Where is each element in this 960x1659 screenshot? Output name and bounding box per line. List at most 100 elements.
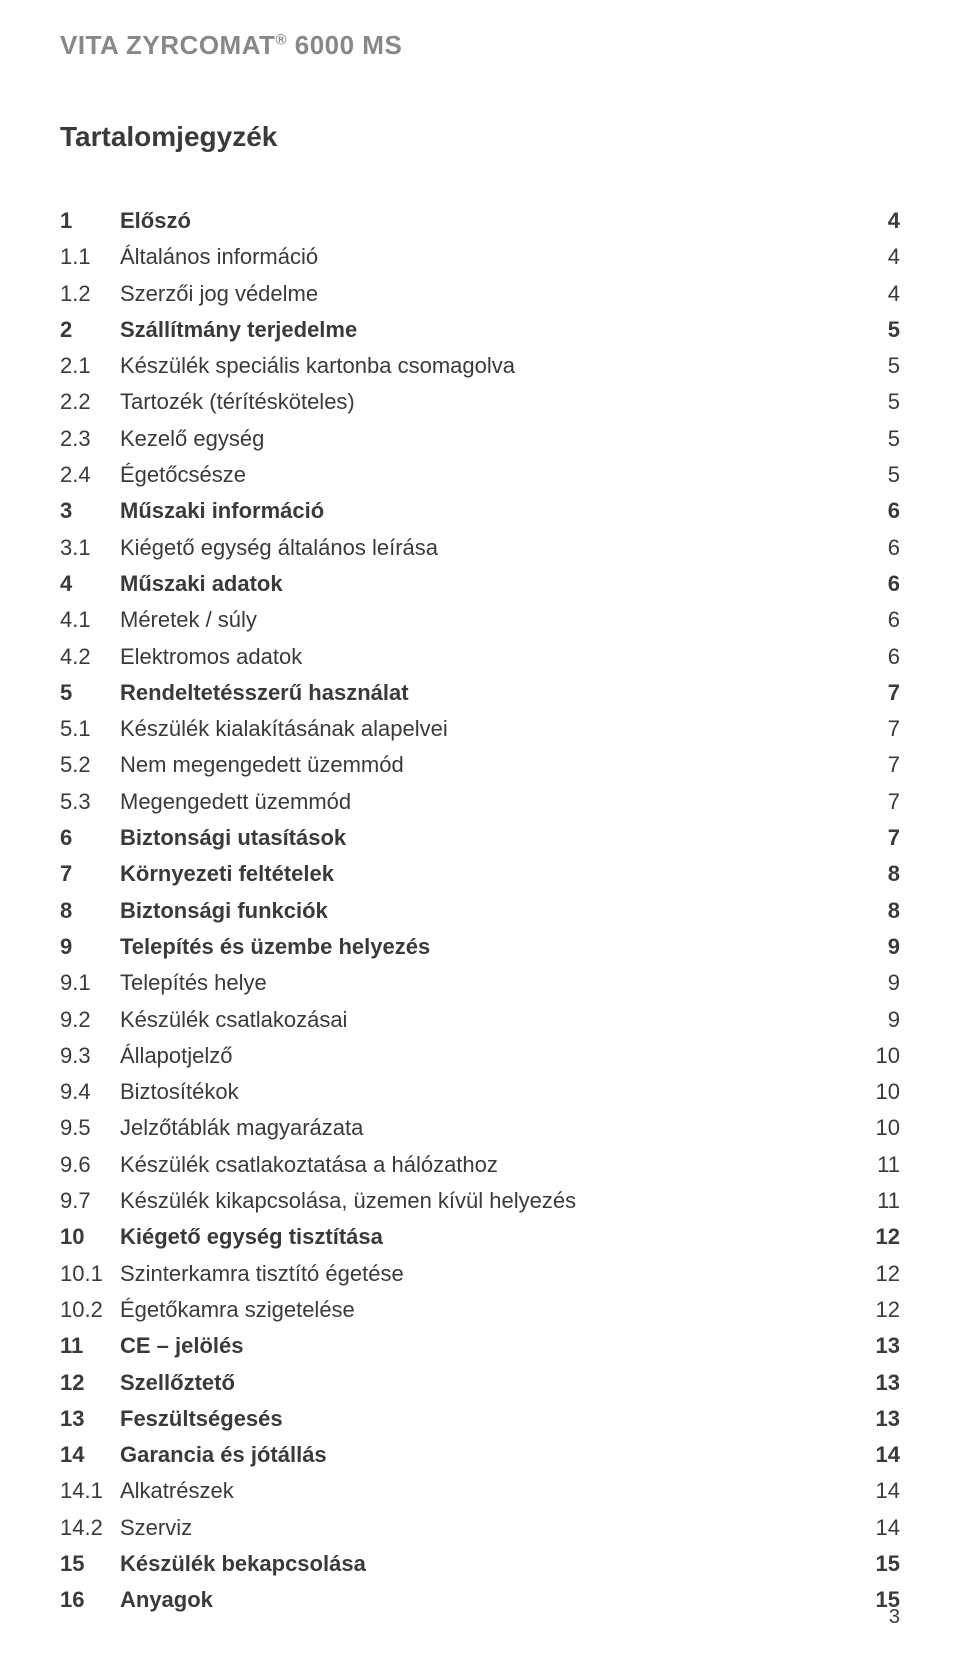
toc-entry-page: 7 (888, 820, 900, 856)
toc-entry-number: 14.2 (60, 1510, 120, 1546)
toc-entry: 3.1Kiégető egység általános leírása 6 (60, 530, 900, 566)
toc-entry: 4.2Elektromos adatok6 (60, 639, 900, 675)
toc-entry-page: 9 (888, 1002, 900, 1038)
toc-entry-number: 5.3 (60, 784, 120, 820)
toc-entry-label: Garancia és jótállás (120, 1437, 327, 1473)
toc-entry-number: 2.1 (60, 348, 120, 384)
toc-entry-label: Szállítmány terjedelme (120, 312, 357, 348)
toc-list: 1Előszó41.1Általános információ41.2Szerz… (60, 203, 900, 1619)
toc-entry-number: 4 (60, 566, 120, 602)
toc-entry-page: 9 (888, 965, 900, 1001)
toc-entry-page: 13 (876, 1401, 900, 1437)
toc-entry-number: 9.2 (60, 1002, 120, 1038)
toc-entry-number: 11 (60, 1328, 120, 1364)
toc-entry-page: 4 (888, 239, 900, 275)
toc-entry: 2.3Kezelő egység5 (60, 421, 900, 457)
toc-entry-label: Alkatrészek (120, 1473, 234, 1509)
toc-entry: 1.1Általános információ4 (60, 239, 900, 275)
toc-entry-number: 2.3 (60, 421, 120, 457)
toc-entry-label: Biztonsági utasítások (120, 820, 346, 856)
toc-entry: 9.3Állapotjelző10 (60, 1038, 900, 1074)
brand-reg: ® (275, 31, 287, 48)
toc-entry-page: 10 (876, 1074, 900, 1110)
toc-entry: 14.1Alkatrészek14 (60, 1473, 900, 1509)
toc-entry-page: 10 (876, 1038, 900, 1074)
toc-entry-page: 13 (876, 1365, 900, 1401)
toc-entry-number: 15 (60, 1546, 120, 1582)
toc-entry: 5Rendeltetésszerű használat7 (60, 675, 900, 711)
toc-entry-page: 5 (888, 312, 900, 348)
toc-entry-left: 5.1Készülék kialakításának alapelvei (60, 711, 448, 747)
toc-entry-page: 9 (888, 929, 900, 965)
toc-entry-label: Méretek / súly (120, 602, 257, 638)
toc-entry-left: 7Környezeti feltételek (60, 856, 334, 892)
toc-entry-left: 2.4Égetőcsésze (60, 457, 246, 493)
toc-entry: 7Környezeti feltételek 8 (60, 856, 900, 892)
toc-entry-page: 12 (876, 1292, 900, 1328)
toc-entry-page: 6 (888, 530, 900, 566)
toc-entry-label: Készülék csatlakoztatása a hálózathoz (120, 1147, 498, 1183)
toc-entry: 2.1Készülék speciális kartonba csomagolv… (60, 348, 900, 384)
toc-entry-left: 15Készülék bekapcsolása (60, 1546, 366, 1582)
toc-entry-label: Kezelő egység (120, 421, 264, 457)
toc-entry-label: Tartozék (térítésköteles) (120, 384, 355, 420)
toc-entry-page: 8 (888, 856, 900, 892)
toc-entry: 5.1Készülék kialakításának alapelvei7 (60, 711, 900, 747)
toc-entry: 1.2Szerzői jog védelme4 (60, 276, 900, 312)
toc-entry-number: 9.7 (60, 1183, 120, 1219)
toc-entry-left: 11CE – jelölés (60, 1328, 244, 1364)
toc-entry-number: 2.4 (60, 457, 120, 493)
toc-entry-label: Nem megengedett üzemmód (120, 747, 404, 783)
toc-entry-label: Szinterkamra tisztító égetése (120, 1256, 404, 1292)
toc-entry-left: 16Anyagok (60, 1582, 213, 1618)
toc-entry-left: 14.1Alkatrészek (60, 1473, 234, 1509)
toc-entry-number: 12 (60, 1365, 120, 1401)
toc-entry-label: Égetőcsésze (120, 457, 246, 493)
toc-entry-left: 9.7Készülék kikapcsolása, üzemen kívül h… (60, 1183, 576, 1219)
toc-entry: 9.6Készülék csatlakoztatása a hálózathoz… (60, 1147, 900, 1183)
toc-entry-page: 8 (888, 893, 900, 929)
toc-entry-left: 4.1Méretek / súly (60, 602, 257, 638)
toc-entry-page: 6 (888, 493, 900, 529)
toc-entry: 2.2Tartozék (térítésköteles)5 (60, 384, 900, 420)
toc-entry-number: 9 (60, 929, 120, 965)
toc-entry-label: Környezeti feltételek (120, 856, 334, 892)
toc-entry-left: 9.2Készülék csatlakozásai (60, 1002, 347, 1038)
toc-entry-page: 6 (888, 566, 900, 602)
toc-entry-page: 12 (876, 1219, 900, 1255)
toc-entry-label: Elektromos adatok (120, 639, 302, 675)
toc-entry-page: 14 (876, 1437, 900, 1473)
toc-entry: 5.2Nem megengedett üzemmód 7 (60, 747, 900, 783)
document-header: VITA ZYRCOMAT® 6000 MS (60, 30, 900, 61)
toc-entry-left: 2.3Kezelő egység (60, 421, 264, 457)
toc-entry-page: 7 (888, 747, 900, 783)
toc-entry: 9.2Készülék csatlakozásai 9 (60, 1002, 900, 1038)
toc-entry-label: Telepítés és üzembe helyezés (120, 929, 430, 965)
toc-entry-left: 4.2Elektromos adatok (60, 639, 302, 675)
toc-entry-number: 2.2 (60, 384, 120, 420)
toc-entry-page: 14 (876, 1510, 900, 1546)
toc-entry-number: 3 (60, 493, 120, 529)
toc-entry-left: 1Előszó (60, 203, 191, 239)
toc-entry-label: Jelzőtáblák magyarázata (120, 1110, 363, 1146)
toc-entry-left: 10.1Szinterkamra tisztító égetése (60, 1256, 404, 1292)
toc-entry-left: 9.4Biztosítékok (60, 1074, 239, 1110)
toc-entry-left: 5.2Nem megengedett üzemmód (60, 747, 404, 783)
toc-entry-number: 14.1 (60, 1473, 120, 1509)
brand-suffix: 6000 MS (287, 30, 402, 60)
toc-entry-left: 10Kiégető egység tisztítása (60, 1219, 383, 1255)
toc-entry: 11CE – jelölés13 (60, 1328, 900, 1364)
toc-entry: 10.2Égetőkamra szigetelése12 (60, 1292, 900, 1328)
toc-entry-left: 9.6Készülék csatlakoztatása a hálózathoz (60, 1147, 498, 1183)
toc-entry-number: 4.1 (60, 602, 120, 638)
toc-entry: 2.4Égetőcsésze5 (60, 457, 900, 493)
toc-entry-page: 4 (888, 276, 900, 312)
toc-entry-page: 6 (888, 602, 900, 638)
toc-entry-number: 13 (60, 1401, 120, 1437)
toc-entry-number: 1 (60, 203, 120, 239)
toc-title: Tartalomjegyzék (60, 121, 900, 153)
toc-entry-label: Feszültségesés (120, 1401, 283, 1437)
toc-entry-left: 3.1Kiégető egység általános leírása (60, 530, 438, 566)
toc-entry: 10Kiégető egység tisztítása 12 (60, 1219, 900, 1255)
toc-entry: 14Garancia és jótállás14 (60, 1437, 900, 1473)
